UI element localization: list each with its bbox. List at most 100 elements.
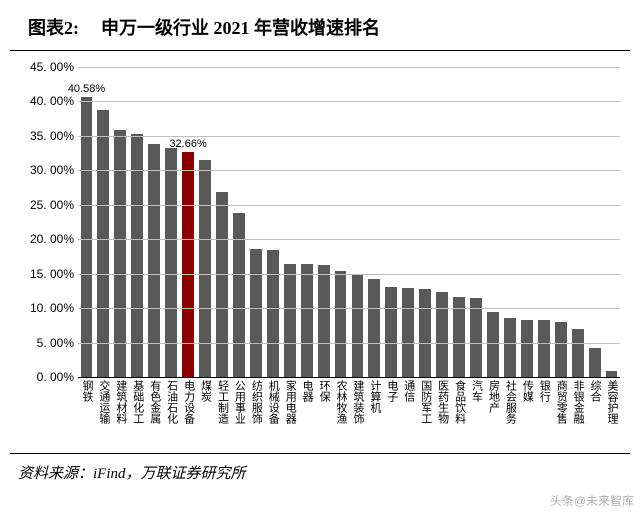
bar (216, 192, 228, 377)
bar-column (247, 67, 264, 377)
bar (402, 288, 414, 377)
x-tick-label: 有色金属 (149, 377, 160, 424)
bar (521, 320, 533, 377)
x-label-column: 机械设备 (264, 377, 281, 447)
x-label-column: 计算机 (366, 377, 383, 447)
gridline (78, 101, 620, 102)
bar-column (214, 67, 231, 377)
bar (572, 329, 584, 377)
x-label-column: 建筑材料 (112, 377, 129, 447)
x-label-column: 公用事业 (230, 377, 247, 447)
x-tick-label: 纺织服饰 (250, 377, 261, 424)
chart-area: 40.58%32.66% 钢铁交通运输建筑材料基础化工有色金属石油石化电力设备煤… (10, 67, 630, 447)
gridline (78, 205, 620, 206)
bar-column (485, 67, 502, 377)
x-tick-label: 社会服务 (504, 377, 515, 424)
x-tick-label: 综合 (589, 377, 600, 402)
x-label-column: 汽车 (468, 377, 485, 447)
gridline (78, 67, 620, 68)
bar (385, 287, 397, 377)
bar (233, 213, 245, 377)
x-tick-label: 石油石化 (166, 377, 177, 424)
bar-column (95, 67, 112, 377)
x-tick-label: 环保 (318, 377, 329, 402)
x-tick-label: 美容护理 (606, 377, 617, 424)
bar-column (383, 67, 400, 377)
x-tick-label: 轻工制造 (216, 377, 227, 424)
watermark: 头条@未来智库 (550, 492, 634, 509)
chart-header: 图表2: 申万一级行业 2021 年营收增速排名 (10, 0, 630, 51)
bar (504, 318, 516, 377)
x-tick-label: 通信 (403, 377, 414, 402)
x-label-column: 国防军工 (417, 377, 434, 447)
x-label-column: 电力设备 (180, 377, 197, 447)
x-label-column: 家用电器 (281, 377, 298, 447)
bar-column (535, 67, 552, 377)
bar-column (552, 67, 569, 377)
x-label-column: 电器 (298, 377, 315, 447)
x-tick-label: 机械设备 (267, 377, 278, 424)
bar-column (586, 67, 603, 377)
x-tick-label: 银行 (538, 377, 549, 402)
bar (318, 265, 330, 377)
bar (368, 279, 380, 377)
bars-container: 40.58%32.66% (78, 67, 620, 377)
gridline (78, 239, 620, 240)
bar (487, 312, 499, 377)
y-tick-label: 30. 00% (30, 163, 74, 177)
bar-column (434, 67, 451, 377)
x-tick-label: 电子 (386, 377, 397, 402)
bar (335, 271, 347, 377)
x-label-column: 房地产 (485, 377, 502, 447)
x-tick-label: 国防军工 (420, 377, 431, 424)
bar-column (264, 67, 281, 377)
chart-title: 申万一级行业 2021 年营收增速排名 (101, 18, 380, 38)
x-label-column: 环保 (315, 377, 332, 447)
bar (589, 348, 601, 377)
bar-column (112, 67, 129, 377)
x-tick-label: 家用电器 (284, 377, 295, 424)
x-label-column: 农林牧渔 (332, 377, 349, 447)
x-tick-label: 医药生物 (437, 377, 448, 424)
y-tick-label: 10. 00% (30, 301, 74, 315)
x-label-column: 电子 (383, 377, 400, 447)
bar-column (603, 67, 620, 377)
bar-column (129, 67, 146, 377)
bar (199, 160, 211, 377)
x-label-column: 通信 (400, 377, 417, 447)
x-tick-label: 钢铁 (81, 377, 92, 402)
x-label-column: 基础化工 (129, 377, 146, 447)
x-label-column: 银行 (535, 377, 552, 447)
gridline (78, 274, 620, 275)
x-tick-label: 传媒 (521, 377, 532, 402)
gridline (78, 170, 620, 171)
bar-column (163, 67, 180, 377)
y-tick-label: 45. 00% (30, 60, 74, 74)
bar-column (281, 67, 298, 377)
x-label-column: 建筑装饰 (349, 377, 366, 447)
bar (81, 97, 93, 377)
y-tick-label: 25. 00% (30, 198, 74, 212)
chart-prefix: 图表2: (28, 18, 79, 38)
x-tick-label: 建筑装饰 (352, 377, 363, 424)
x-tick-label: 基础化工 (132, 377, 143, 424)
y-tick-label: 40. 00% (30, 94, 74, 108)
y-tick-label: 5. 00% (37, 336, 74, 350)
x-tick-label: 煤炭 (200, 377, 211, 402)
bar (301, 264, 313, 377)
bar-column (569, 67, 586, 377)
bar-column (468, 67, 485, 377)
x-tick-label: 建筑材料 (115, 377, 126, 424)
bar-column (298, 67, 315, 377)
bar (352, 274, 364, 377)
x-label-column: 有色金属 (146, 377, 163, 447)
y-tick-label: 20. 00% (30, 232, 74, 246)
bar-column (349, 67, 366, 377)
gridline (78, 308, 620, 309)
bar-column (230, 67, 247, 377)
x-tick-label: 农林牧渔 (335, 377, 346, 424)
bar-column (400, 67, 417, 377)
bar-column (451, 67, 468, 377)
x-tick-label: 商贸零售 (555, 377, 566, 424)
x-axis-labels: 钢铁交通运输建筑材料基础化工有色金属石油石化电力设备煤炭轻工制造公用事业纺织服饰… (78, 377, 620, 447)
